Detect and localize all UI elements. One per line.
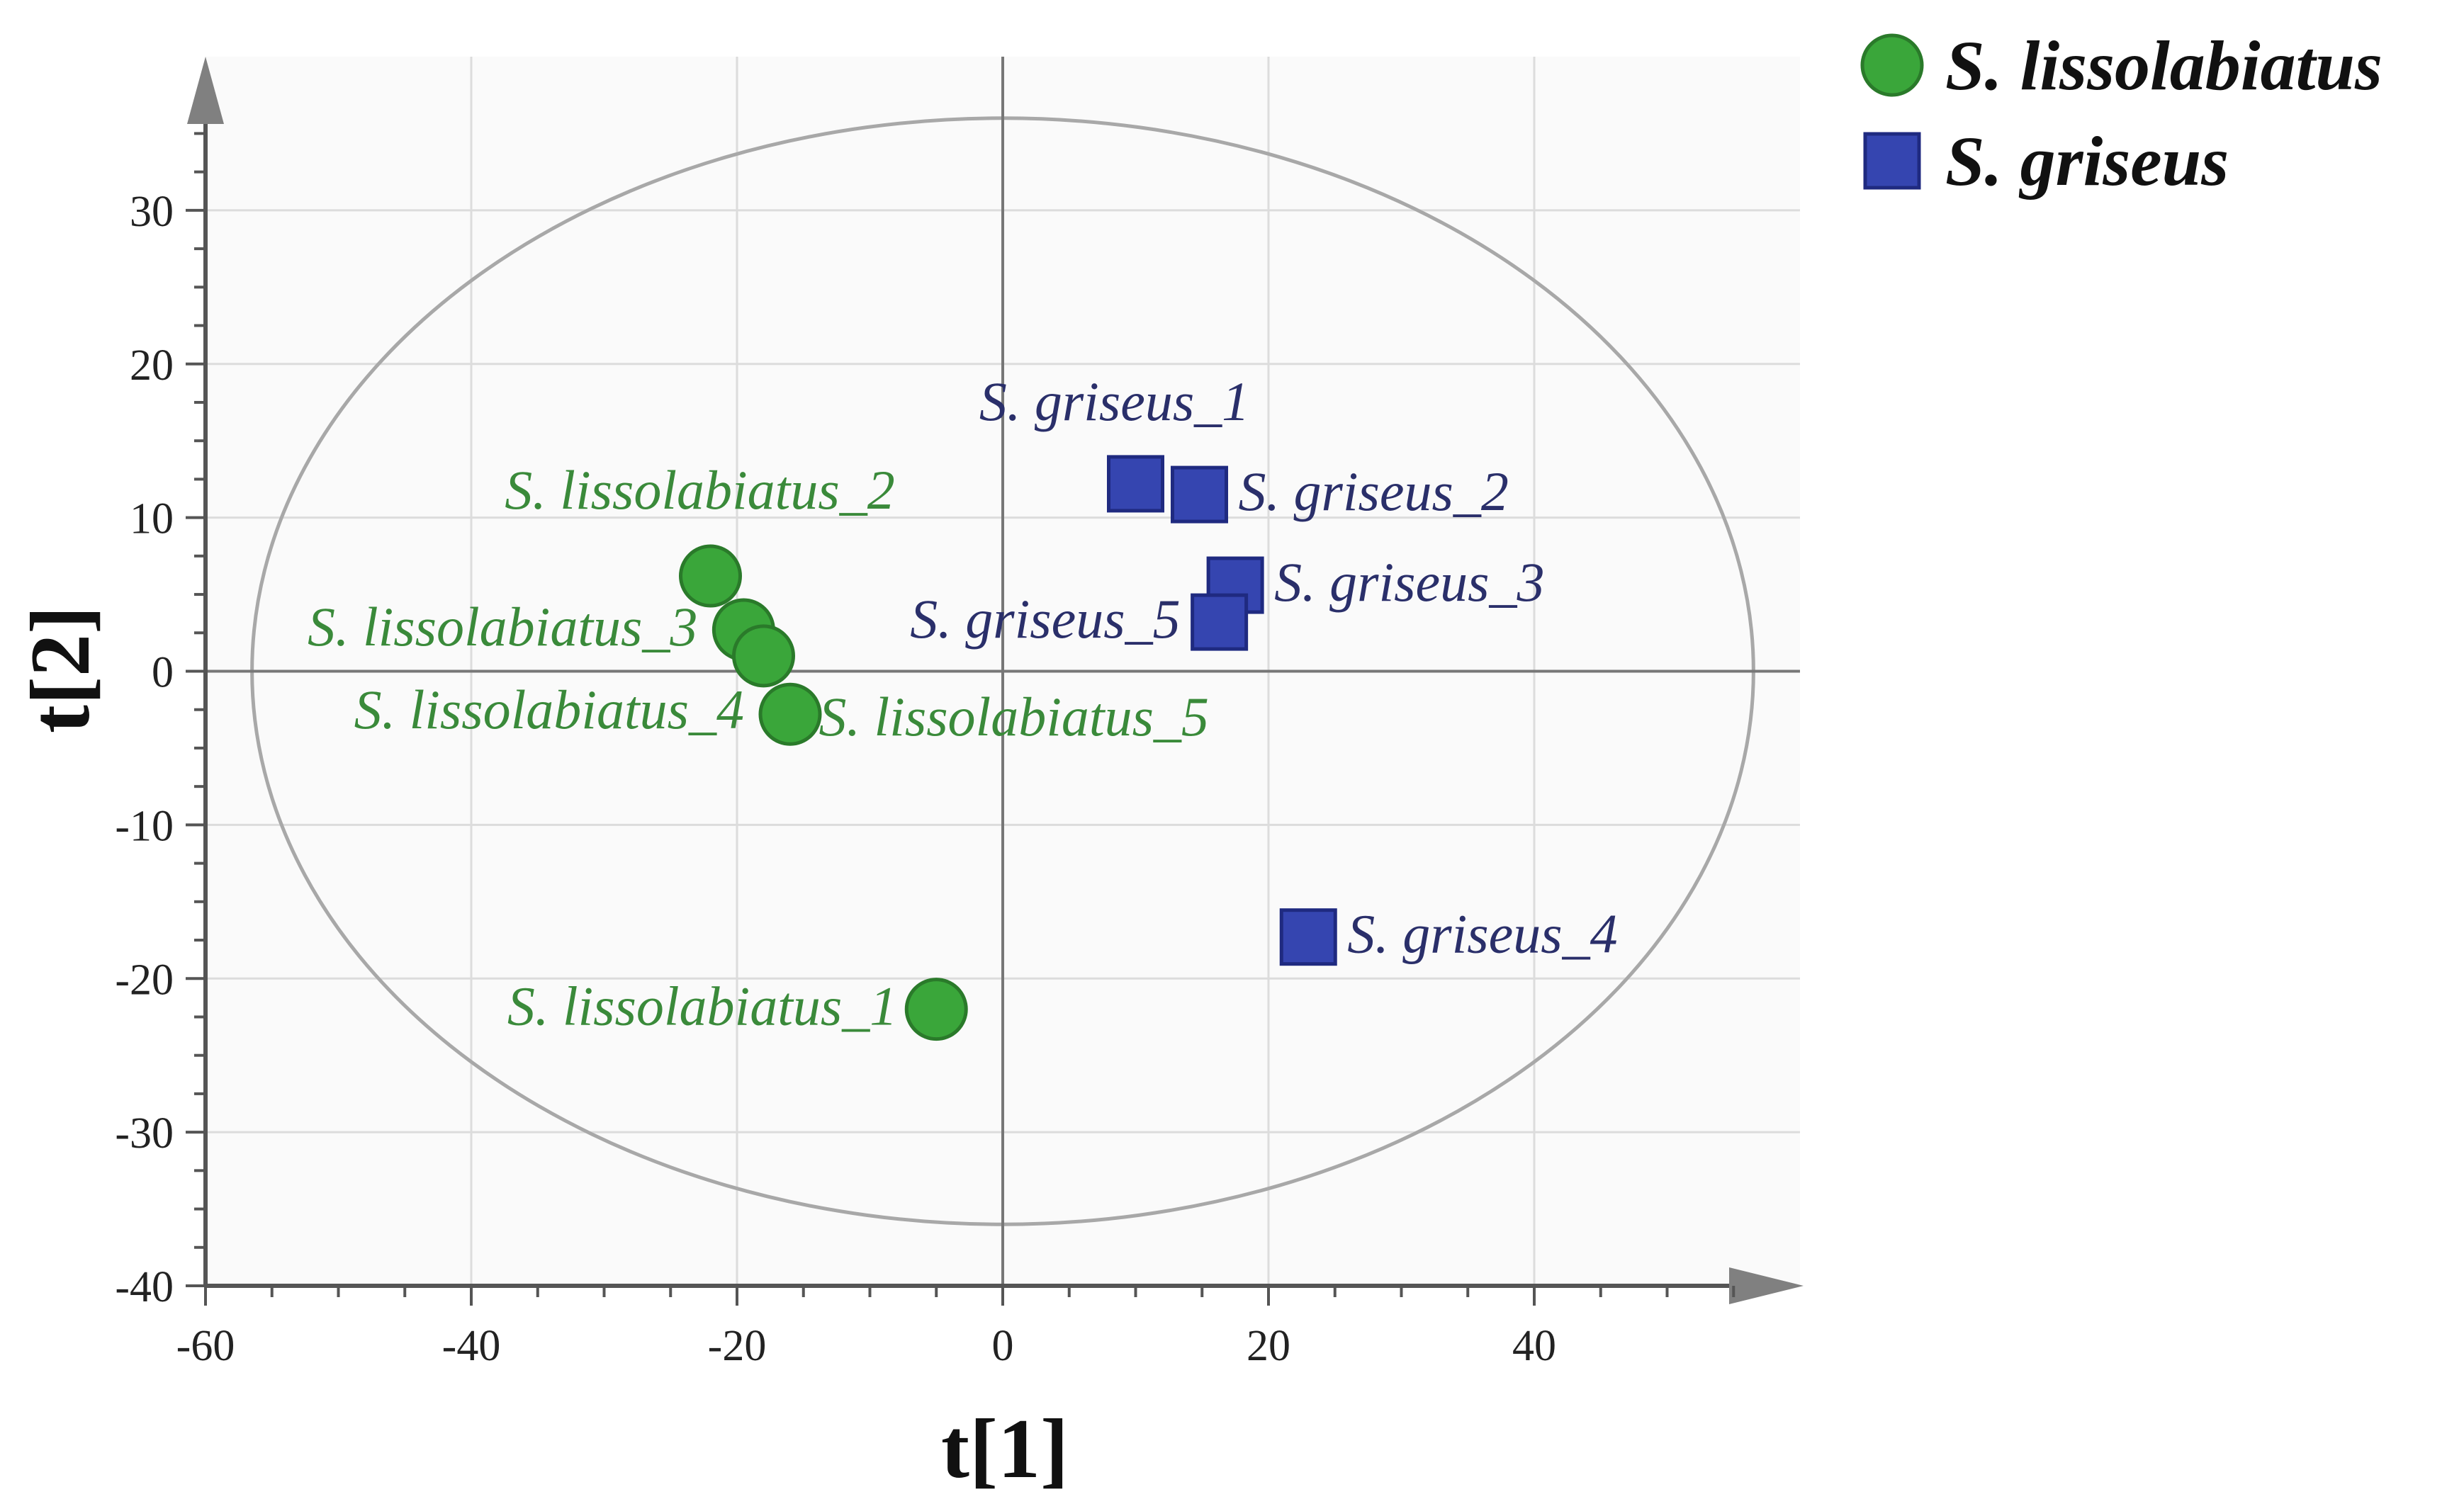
x-tick-label: 20	[1247, 1322, 1290, 1370]
data-point	[1171, 465, 1228, 524]
legend-marker-square	[1863, 132, 1921, 190]
x-axis-arrow	[1729, 1267, 1804, 1304]
y-tick-label: -10	[115, 802, 174, 850]
data-point	[732, 624, 795, 688]
point-label: S. griseus_1	[979, 371, 1249, 432]
x-tick-label: 0	[992, 1322, 1014, 1370]
point-label: S. lissolabiatus_3	[308, 596, 697, 657]
point-label: S. lissolabiatus_2	[505, 459, 894, 521]
legend-marker-circle	[1860, 33, 1924, 97]
x-tick-label: -60	[176, 1322, 235, 1370]
y-tick-label: 10	[130, 495, 174, 543]
point-label: S. lissolabiatus_1	[507, 976, 897, 1037]
y-tick-label: 0	[152, 649, 174, 697]
y-tick-label: 20	[130, 341, 174, 390]
legend-label: S. griseus	[1945, 122, 2229, 200]
point-label: S. griseus_2	[1239, 460, 1509, 522]
x-axis-title: t[1]	[941, 1401, 1069, 1495]
y-tick-label: -30	[115, 1109, 174, 1158]
x-tick-label: -40	[442, 1322, 501, 1370]
legend-label: S. lissolabiatus	[1945, 26, 2383, 105]
point-label: S. griseus_5	[910, 588, 1180, 650]
data-point	[758, 682, 822, 746]
y-tick-label: -40	[115, 1263, 174, 1311]
point-label: S. lissolabiatus_5	[819, 686, 1209, 747]
data-point	[904, 978, 968, 1041]
y-axis-arrow	[187, 57, 224, 124]
point-label: S. griseus_3	[1274, 551, 1544, 613]
data-point	[1191, 593, 1249, 651]
y-tick-label: -20	[115, 956, 174, 1004]
y-tick-label: 30	[130, 188, 174, 236]
point-label: S. griseus_4	[1347, 903, 1617, 965]
x-tick-label: -20	[708, 1322, 767, 1370]
data-point	[679, 544, 742, 608]
point-label: S. lissolabiatus_4	[354, 679, 744, 740]
x-tick-label: 40	[1512, 1322, 1556, 1370]
y-axis-title: t[2]	[13, 606, 107, 733]
data-point	[1279, 908, 1337, 966]
data-point	[1107, 455, 1164, 513]
